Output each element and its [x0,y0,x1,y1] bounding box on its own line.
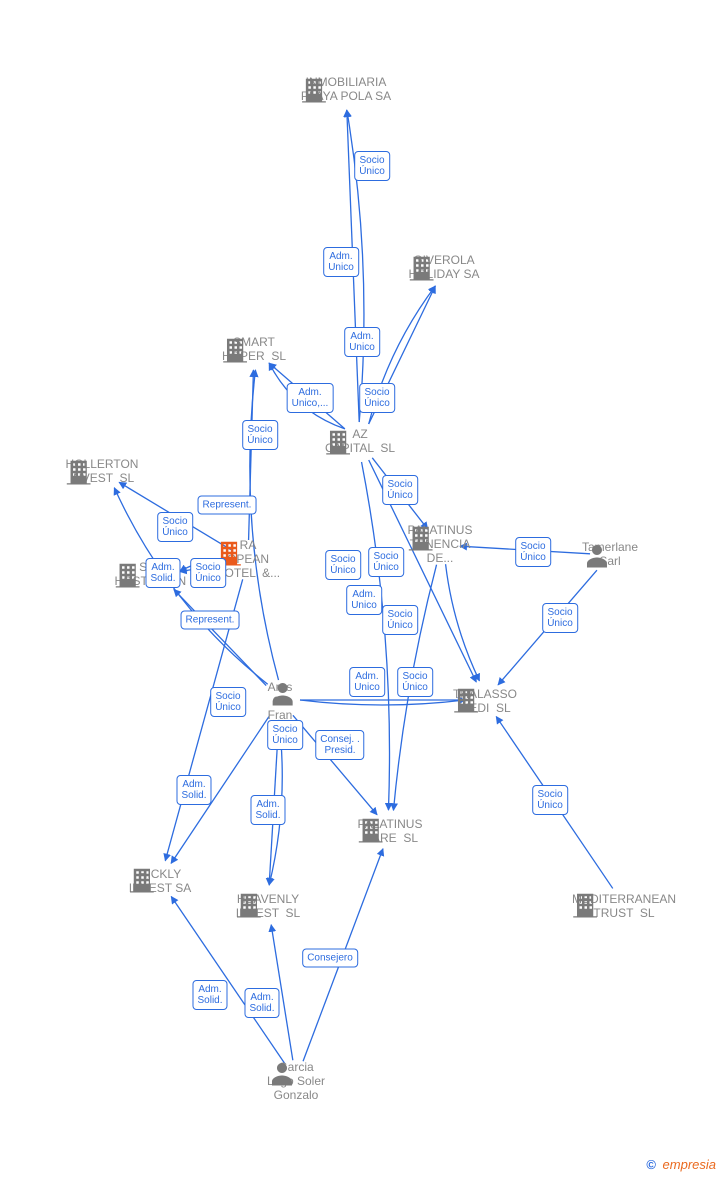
building-icon [222,335,252,365]
edge [269,363,345,429]
edge [347,110,364,422]
edge [369,460,477,682]
edge [271,925,293,1061]
edge [372,458,427,529]
node-tamerlane[interactable]: Tamerlane Sarl [582,540,638,570]
edge [300,700,465,705]
edge [369,286,436,424]
building-icon [115,560,145,590]
node-heavenly[interactable]: HEAVENLY INVEST SL [236,890,300,920]
edge [250,370,279,680]
node-giverola[interactable]: GIVEROLA HOLIDAY SA [409,253,480,283]
edge [362,462,390,810]
node-garcia[interactable]: Garcia Lago Soler Gonzalo [267,1058,325,1102]
node-palatinus_mare[interactable]: PALATINUS MARE SL [358,815,423,845]
watermark: © empresia [646,1157,716,1172]
edge [446,564,480,681]
node-smart_hoper[interactable]: SMART HOPER SL [222,335,286,365]
node-palatinus_ten[interactable]: PALATINUS TENENCIA DE... [408,523,473,567]
node-inmobiliaria[interactable]: INMOBILIARIA PLAYA POLA SA [301,75,391,105]
node-smart_host[interactable]: SMART HOST SPAIN SA [115,560,206,590]
building-icon [453,685,483,715]
person-icon [268,678,298,708]
edge [347,110,359,422]
person-icon [267,1058,297,1088]
building-icon [408,523,438,553]
edge [293,715,377,814]
copyright-symbol: © [646,1157,656,1172]
node-thalasso[interactable]: THALASSO MEDI SL [453,685,517,715]
node-azora[interactable]: AZ CAPITAL SL [325,427,395,457]
building-icon [409,253,439,283]
edge [460,546,590,554]
node-azora_hotel[interactable]: RA OPEAN HOTEL &... [216,538,280,582]
edge [171,897,285,1064]
building-icon [129,865,159,895]
edge [119,482,231,549]
building-icon [236,890,266,920]
node-arus[interactable]: Arus Ca Fran [268,678,293,722]
edge [498,570,597,685]
node-hickly[interactable]: HICKLY INVEST SA [129,865,191,895]
edge [496,717,613,889]
building-icon [216,538,246,568]
edge [303,849,383,1062]
node-mediterranean[interactable]: MEDITERRANEAN TRUST SL [572,890,676,920]
building-icon [301,75,331,105]
person-icon [582,540,612,570]
building-icon [66,457,96,487]
building-icon [325,427,355,457]
edge [171,717,269,864]
building-icon [358,815,388,845]
node-hollerton[interactable]: HOLLERTON INVEST SL [66,457,139,487]
edge [393,565,436,811]
edges-layer [0,0,728,1180]
brand-name: empresia [663,1157,716,1172]
building-icon [572,890,602,920]
